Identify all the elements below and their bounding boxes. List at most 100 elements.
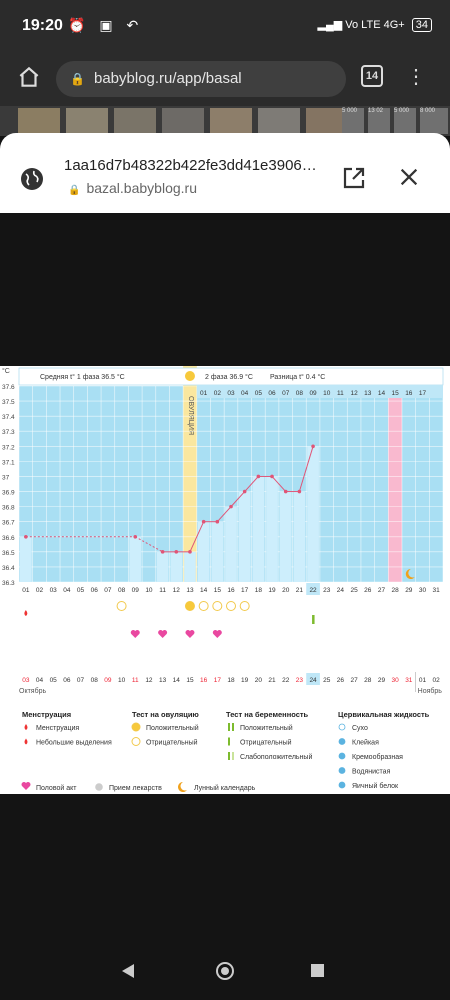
calendar-date-label: 07 <box>77 677 85 684</box>
unit-label: °C <box>2 367 10 375</box>
cycle-day-label: 15 <box>214 587 222 594</box>
heart-icon <box>21 782 31 790</box>
month-end-label: Ноябрь <box>418 687 443 695</box>
legend-item: Небольшие выделения <box>36 739 112 747</box>
test-strip-icon <box>228 737 230 746</box>
phase2-day-number: 14 <box>378 390 386 397</box>
ovulation-test-negative-icon <box>239 601 250 611</box>
calendar-date-label: 31 <box>405 677 413 684</box>
more-menu-icon[interactable]: ⋮ <box>406 66 426 88</box>
cycle-day-label: 17 <box>241 587 249 594</box>
test-strip-icon <box>232 723 234 731</box>
moon-icon <box>405 569 415 579</box>
phase2-day-header <box>196 385 443 398</box>
temperature-bar <box>293 491 306 582</box>
status-system-icons: ▂▄▆ Vo LTE 4G+ 34 <box>317 18 432 32</box>
page-url-text: bazal.babyblog.ru <box>86 180 197 196</box>
ovulation-test-negative-icon <box>116 601 127 611</box>
cycle-day-label: 16 <box>227 587 235 594</box>
cycle-day-label: 27 <box>378 587 386 594</box>
y-tick-label: 36.5 <box>2 550 15 557</box>
temperature-bar <box>225 506 237 582</box>
calendar-date-label: 01 <box>419 677 427 684</box>
temperature-bar <box>252 476 265 582</box>
calendar-date-label: 30 <box>392 677 400 684</box>
cycle-day-label: 03 <box>50 587 58 594</box>
temperature-line-segment <box>216 506 232 523</box>
y-tick-label: 37.2 <box>2 444 15 451</box>
calendar-date-label: 17 <box>214 677 222 684</box>
cycle-day-label: 31 <box>433 587 441 594</box>
temperature-line-segment <box>298 446 314 492</box>
y-tick-label: 36.8 <box>2 505 15 512</box>
phase2-day-number: 01 <box>200 390 208 397</box>
temperature-point <box>188 550 192 554</box>
test-strip-icon <box>232 752 234 760</box>
calendar-date-label: 06 <box>63 677 71 684</box>
calendar-date-label: 18 <box>227 677 235 684</box>
lock-icon: 🔒 <box>68 185 81 196</box>
temperature-point <box>283 489 288 494</box>
cycle-day-label: 11 <box>159 587 166 594</box>
close-icon[interactable] <box>398 166 420 188</box>
calendar-date-label: 20 <box>255 677 263 684</box>
fluid-icon <box>338 781 346 789</box>
legend-item: Отрицательный <box>240 739 292 747</box>
test-strip-icon <box>228 723 230 731</box>
custom-tab-header: 1aa16d7b48322b422fe3dd41e3906… 🔒 bazal.ba… <box>0 133 450 213</box>
temperature-line-segment <box>230 491 246 507</box>
calendar-date-label: 03 <box>22 677 30 684</box>
thumb-price: 8 000 <box>420 108 448 134</box>
y-tick-label: 36.4 <box>2 565 15 572</box>
phase2-average: 2 фаза 36.9 °C <box>205 373 253 381</box>
home-button-icon[interactable] <box>216 962 234 980</box>
lock-icon: 🔒 <box>70 72 85 86</box>
home-icon[interactable] <box>16 64 42 90</box>
calendar-date-label: 16 <box>200 677 208 684</box>
phase1-average: Средняя t° 1 фаза 36.5 °C <box>40 373 125 381</box>
calendar-date-label: 27 <box>350 677 358 684</box>
tabs-button[interactable]: 14 <box>361 65 383 87</box>
fluid-icon <box>338 723 346 731</box>
back-icon[interactable] <box>122 964 134 978</box>
cycle-day-label: 25 <box>350 587 358 594</box>
intercourse-heart-icon <box>158 630 168 638</box>
cycle-day-label: 07 <box>104 587 112 594</box>
temperature-bar <box>184 551 196 582</box>
calendar-date-label: 12 <box>145 677 153 684</box>
legend-title: Менструация <box>22 710 71 719</box>
cycle-day-label: 29 <box>405 587 413 594</box>
phase2-day-number: 08 <box>296 390 304 397</box>
thumb-price: 5 000 <box>394 108 416 134</box>
calendar-date-label: 14 <box>173 677 181 684</box>
pregnancy-test-negative-icon <box>312 615 315 624</box>
cycle-day-label: 02 <box>36 587 44 594</box>
moon-icon <box>177 782 187 792</box>
recent-apps-icon[interactable] <box>311 964 324 977</box>
phase2-day-number: 15 <box>392 390 400 397</box>
temperature-bar <box>238 491 251 582</box>
cycle-day-label: 23 <box>323 587 331 594</box>
page-url: 🔒 bazal.babyblog.ru <box>68 180 197 196</box>
temperature-bar <box>156 551 169 582</box>
cycle-day-label: 19 <box>268 587 276 594</box>
open-in-browser-icon[interactable] <box>342 166 366 190</box>
temperature-bar <box>197 521 210 582</box>
temperature-line-segment <box>244 476 259 492</box>
ovulation-test-negative-icon <box>198 601 209 611</box>
browser-toolbar: 🔒 babyblog.ru/app/basal 14 ⋮ <box>0 56 450 106</box>
calendar-date-label: 22 <box>282 677 290 684</box>
temperature-bar <box>307 446 319 582</box>
cycle-day-label: 30 <box>419 587 427 594</box>
legend-title: Тест на беременность <box>226 710 309 719</box>
calendar-date-label: 15 <box>186 677 194 684</box>
legend-item: Слабоположительный <box>240 753 312 761</box>
legend-item: Клейкая <box>352 739 379 747</box>
cycle-day-label: 14 <box>200 587 208 594</box>
temperature-point <box>160 550 165 554</box>
month-start-label: Октябрь <box>19 687 46 695</box>
address-bar[interactable]: 🔒 babyblog.ru/app/basal <box>56 61 346 97</box>
cycle-day-label: 10 <box>145 587 153 594</box>
cycle-day-label: 05 <box>77 587 85 594</box>
phase2-day-number: 05 <box>255 390 263 397</box>
